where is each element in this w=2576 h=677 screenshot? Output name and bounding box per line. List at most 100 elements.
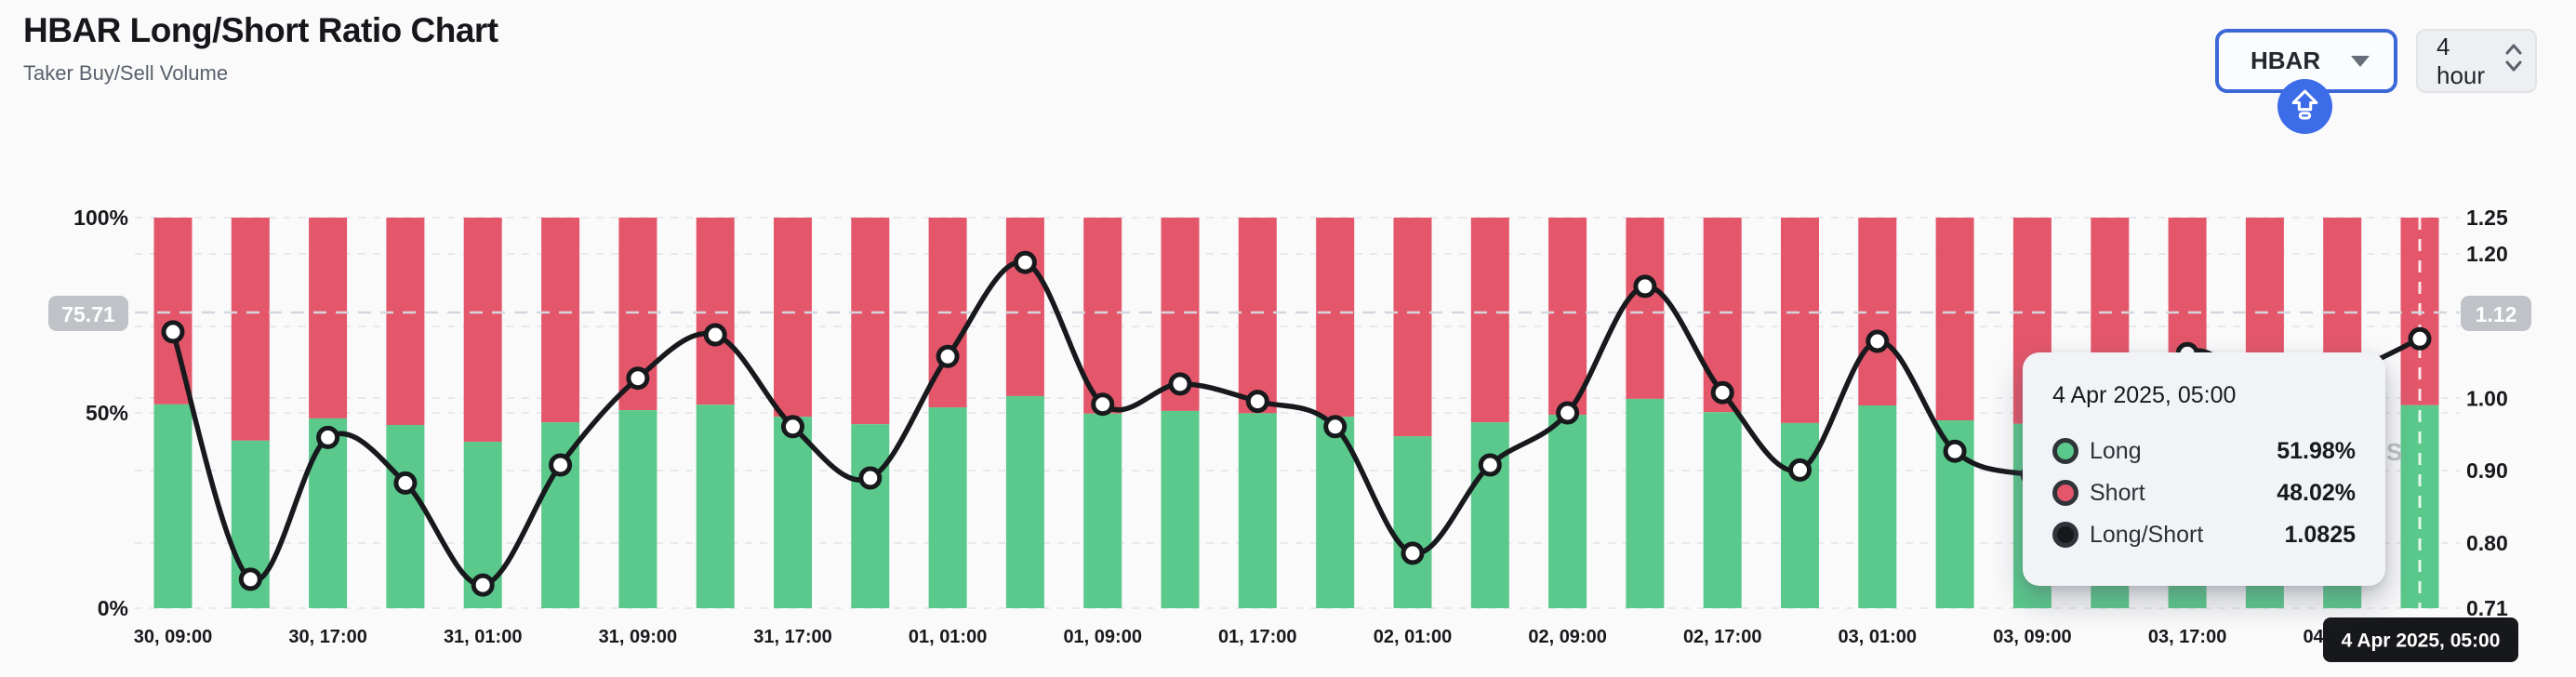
ratio-point[interactable] <box>1556 401 1580 425</box>
ratio-point[interactable] <box>1633 274 1657 299</box>
interval-select[interactable]: 4 hour <box>2416 29 2537 93</box>
bar-long-segment[interactable] <box>1858 405 1897 608</box>
bar-long-segment[interactable] <box>1703 412 1742 608</box>
page-title: HBAR Long/Short Ratio Chart <box>23 11 498 49</box>
ratio-point[interactable] <box>1788 458 1812 482</box>
ratio-point[interactable] <box>858 466 883 490</box>
x-axis-label: 02, 09:00 <box>1528 627 1607 647</box>
ratio-point[interactable] <box>1401 541 1425 565</box>
ratio-line <box>170 259 2423 588</box>
bar-short-segment[interactable] <box>1626 218 1665 399</box>
left-axis-label: 100% <box>73 206 128 230</box>
tooltip-row-ratio: Long/Short 1.0825 <box>2052 518 2356 551</box>
ratio-point[interactable] <box>703 323 727 347</box>
bar-short-segment[interactable] <box>1393 218 1432 437</box>
bar-short-segment[interactable] <box>1238 218 1277 414</box>
long-marker-icon <box>2052 438 2078 464</box>
x-axis-label: 03, 17:00 <box>2148 627 2227 647</box>
bar-long-segment[interactable] <box>1781 422 1819 608</box>
left-axis-label: 0% <box>98 596 128 620</box>
ratio-point[interactable] <box>2408 326 2432 351</box>
x-axis-label: 01, 17:00 <box>1218 627 1297 647</box>
bar-long-segment[interactable] <box>386 425 425 608</box>
bar-short-segment[interactable] <box>309 218 348 418</box>
bar-long-segment[interactable] <box>774 417 812 608</box>
ratio-point[interactable] <box>316 425 340 449</box>
bar-short-segment[interactable] <box>1083 218 1122 414</box>
shift-arrow-icon <box>2291 88 2319 126</box>
left-axis-label: 50% <box>86 401 128 425</box>
up-down-stepper-icon <box>2503 41 2524 81</box>
bar-long-segment[interactable] <box>153 404 193 608</box>
ratio-point[interactable] <box>1245 390 1269 414</box>
x-axis-label: 02, 01:00 <box>1374 627 1453 647</box>
bar-long-segment[interactable] <box>1626 398 1665 608</box>
x-axis-label: 03, 01:00 <box>1839 627 1918 647</box>
bar-long-segment[interactable] <box>1238 413 1277 608</box>
ratio-point[interactable] <box>1478 453 1502 477</box>
watermark-fragment: S <box>2386 438 2402 466</box>
ratio-point[interactable] <box>238 567 262 591</box>
bar-short-segment[interactable] <box>696 218 735 405</box>
bar-long-segment[interactable] <box>1083 413 1122 608</box>
bar-long-segment[interactable] <box>1005 395 1044 608</box>
x-axis-label: 31, 09:00 <box>599 627 678 647</box>
bar-short-segment[interactable] <box>1316 218 1355 418</box>
bar-long-segment[interactable] <box>851 424 890 608</box>
ratio-point[interactable] <box>1168 372 1192 396</box>
ratio-point[interactable] <box>626 366 650 391</box>
bar-short-segment[interactable] <box>463 218 502 443</box>
bar-long-segment[interactable] <box>696 405 735 608</box>
bar-short-segment[interactable] <box>1935 218 1974 420</box>
x-axis-label: 30, 09:00 <box>134 627 213 647</box>
right-axis-label: 0.90 <box>2466 458 2508 483</box>
bar-long-segment[interactable] <box>1161 410 1200 608</box>
bar-short-segment[interactable] <box>1470 218 1509 423</box>
bar-long-segment[interactable] <box>1548 415 1587 608</box>
ratio-point[interactable] <box>1013 250 1037 274</box>
x-axis-label: 03, 09:00 <box>1993 627 2072 647</box>
ratio-point[interactable] <box>1323 415 1348 439</box>
bar-long-segment[interactable] <box>928 407 967 608</box>
right-axis-label: 1.00 <box>2466 386 2508 410</box>
ratio-point[interactable] <box>1943 439 1967 463</box>
bar-short-segment[interactable] <box>231 218 270 441</box>
bar-short-segment[interactable] <box>851 218 890 425</box>
ratio-point[interactable] <box>1710 380 1734 405</box>
bar-short-segment[interactable] <box>774 218 812 418</box>
bar-long-segment[interactable] <box>1393 436 1432 608</box>
tooltip-title: 4 Apr 2025, 05:00 <box>2052 382 2237 408</box>
x-axis-label: 30, 17:00 <box>288 627 367 647</box>
ratio-point[interactable] <box>161 320 185 344</box>
ratio-point[interactable] <box>471 573 495 597</box>
bar-short-segment[interactable] <box>1703 218 1742 413</box>
ratio-point[interactable] <box>549 453 573 477</box>
bar-long-segment[interactable] <box>1470 422 1509 608</box>
x-axis-date-badge-value: 4 Apr 2025, 05:00 <box>2342 631 2501 652</box>
left-axis-crosshair-badge: 75.71 <box>48 296 128 331</box>
tooltip-row-label: Long/Short <box>2090 521 2204 548</box>
tooltip-row-label: Long <box>2090 437 2142 464</box>
left-axis-crosshair-value: 75.71 <box>61 302 115 326</box>
short-marker-icon <box>2052 480 2078 506</box>
x-axis-label: 31, 01:00 <box>444 627 523 647</box>
ratio-point[interactable] <box>393 471 418 495</box>
bar-short-segment[interactable] <box>1781 218 1819 423</box>
bar-short-segment[interactable] <box>1005 218 1044 396</box>
bar-long-segment[interactable] <box>618 410 657 608</box>
x-axis-label: 31, 17:00 <box>753 627 832 647</box>
ratio-point[interactable] <box>936 344 960 368</box>
bar-short-segment[interactable] <box>1548 218 1587 416</box>
pointer-cursor-badge <box>2277 79 2332 134</box>
tooltip-rows: Long 51.98% Short 48.02% Long/Short 1.08… <box>2052 434 2356 551</box>
bar-short-segment[interactable] <box>386 218 425 425</box>
ratio-point[interactable] <box>1866 329 1890 353</box>
page-subtitle: Taker Buy/Sell Volume <box>23 61 229 85</box>
bar-short-segment[interactable] <box>541 218 580 423</box>
ratio-point[interactable] <box>781 415 804 439</box>
ratio-point[interactable] <box>1091 392 1115 417</box>
right-axis-crosshair-badge: 1.12 <box>2461 296 2531 331</box>
bar-long-segment[interactable] <box>541 422 580 608</box>
right-axis-label: 1.25 <box>2466 206 2508 230</box>
